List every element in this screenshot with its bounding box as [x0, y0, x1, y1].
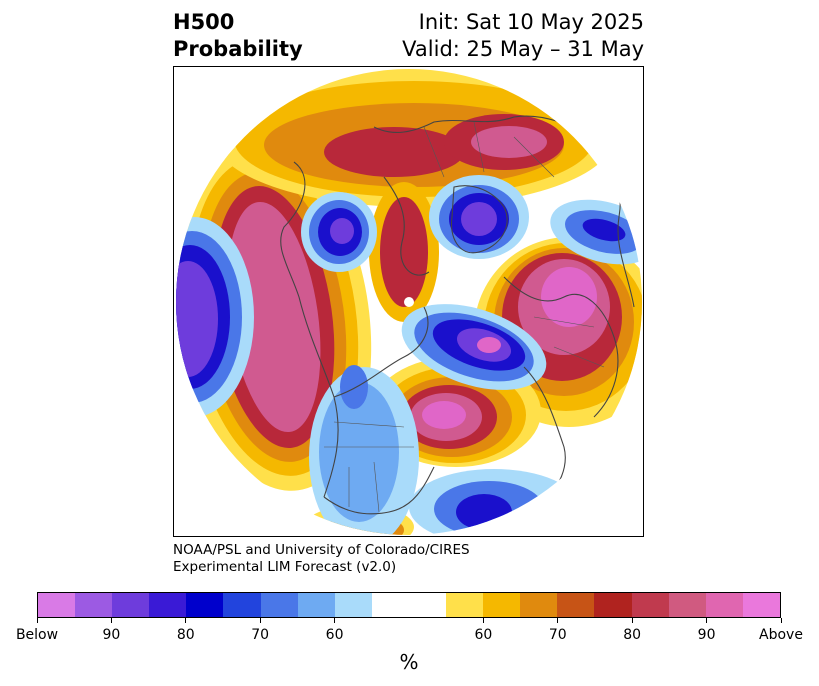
- colorbar-tick: [557, 618, 559, 623]
- anomaly-below-greenland: [429, 175, 529, 259]
- colorbar-swatch: [38, 593, 76, 617]
- map-canvas: [176, 69, 642, 535]
- colorbar-tick: [780, 618, 782, 623]
- colorbar-swatch: [408, 593, 447, 617]
- colorbar-tick-label: 70: [251, 627, 270, 643]
- colorbar-swatch: [668, 593, 706, 617]
- colorbar-tick: [706, 618, 708, 623]
- colorbar-swatch: [483, 593, 521, 617]
- colorbar-swatch: [149, 593, 187, 617]
- colorbar-tick-label: 90: [697, 627, 716, 643]
- colorbar-swatch: [520, 593, 558, 617]
- colorbar-swatch: [557, 593, 595, 617]
- colorbar-tick-label: 80: [176, 627, 195, 643]
- colorbar-swatch: [186, 593, 224, 617]
- colorbar-tick-label: 90: [102, 627, 121, 643]
- anomaly-below-central: [401, 304, 547, 390]
- colorbar-swatch: [297, 593, 335, 617]
- colorbar-swatch: [75, 593, 113, 617]
- chart-title-right: Init: Sat 10 May 2025 Valid: 25 May – 31…: [402, 9, 644, 63]
- probability-map: [173, 66, 644, 537]
- colorbar-swatch: [223, 593, 261, 617]
- colorbar-tick: [185, 618, 187, 623]
- credit-line-2: Experimental LIM Forecast (v2.0): [173, 559, 397, 575]
- colorbar: [37, 592, 781, 618]
- anomaly-above-north: [214, 69, 614, 207]
- colorbar-swatch: [334, 593, 372, 617]
- political-boundaries: [324, 121, 605, 513]
- colorbar-tick-label: 60: [325, 627, 344, 643]
- colorbar-tick-label: 70: [548, 627, 567, 643]
- north-pole-marker: [404, 297, 414, 307]
- colorbar-swatch: [112, 593, 150, 617]
- colorbar-swatch: [631, 593, 669, 617]
- colorbar-tick: [110, 618, 112, 623]
- colorbar-tick-label: 60: [474, 627, 493, 643]
- colorbar-swatch: [371, 593, 409, 617]
- probability-field: [176, 69, 642, 535]
- colorbar-swatch: [705, 593, 743, 617]
- colorbar-swatch: [260, 593, 298, 617]
- credit-line-1: NOAA/PSL and University of Colorado/CIRE…: [173, 542, 470, 558]
- anomaly-below-west: [176, 217, 254, 417]
- colorbar-tick: [631, 618, 633, 623]
- colorbar-swatch: [742, 593, 780, 617]
- colorbar-unit: %: [399, 650, 419, 674]
- valid-period: Valid: 25 May – 31 May: [402, 37, 644, 61]
- colorbar-tick: [482, 618, 484, 623]
- anomaly-below-canada: [301, 192, 377, 272]
- credit-text: NOAA/PSL and University of Colorado/CIRE…: [173, 542, 470, 576]
- colorbar-tick: [259, 618, 261, 623]
- colorbar-tick-label: 80: [623, 627, 642, 643]
- colorbar-tick-label: Below: [15, 627, 59, 643]
- anomaly-above-central: [369, 182, 439, 322]
- product-label: Probability: [173, 37, 303, 61]
- chart-title-left: H500 Probability: [173, 9, 303, 63]
- colorbar-swatch: [446, 593, 484, 617]
- colorbar-tick-label: Above: [759, 627, 803, 643]
- colorbar-tick: [334, 618, 336, 623]
- field-label: H500: [173, 10, 235, 34]
- colorbar-swatch: [594, 593, 632, 617]
- init-date: Init: Sat 10 May 2025: [418, 10, 644, 34]
- colorbar-tick: [36, 618, 38, 623]
- anomaly-above-atlantic: [371, 357, 541, 467]
